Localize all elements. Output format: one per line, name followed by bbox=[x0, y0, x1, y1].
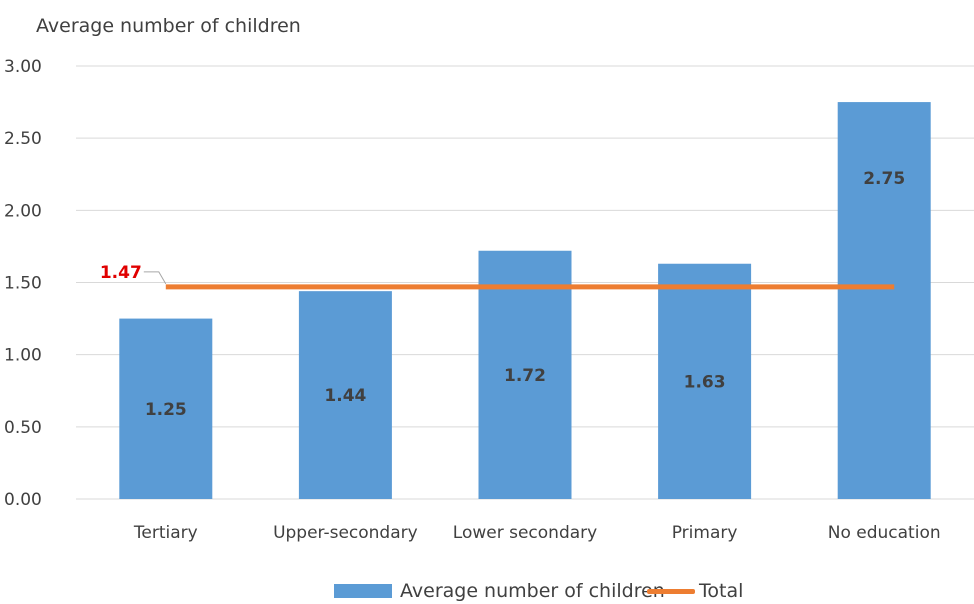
bar-data-label: 1.72 bbox=[504, 366, 546, 386]
y-tick-label: 2.00 bbox=[4, 201, 42, 221]
bar-data-label: 1.63 bbox=[684, 372, 726, 392]
legend-swatch-line bbox=[647, 588, 695, 594]
bar bbox=[658, 263, 752, 499]
bar-data-labels: 1.25 1.44 1.72 1.63 2.75 bbox=[145, 169, 905, 420]
y-tick-label: 1.50 bbox=[4, 274, 42, 294]
legend-item-line: Total bbox=[647, 580, 743, 602]
y-axis-title: Average number of children bbox=[36, 15, 301, 37]
bar-data-label: 1.44 bbox=[324, 386, 366, 406]
legend: Average number of children Total bbox=[0, 580, 974, 604]
y-tick-label: 0.00 bbox=[4, 490, 42, 510]
legend-item-bar: Average number of children bbox=[334, 580, 665, 602]
y-tick-label: 0.50 bbox=[4, 418, 42, 438]
y-tick-label: 1.00 bbox=[4, 346, 42, 366]
x-tick-label: Primary bbox=[672, 523, 738, 543]
x-tick-label: Lower secondary bbox=[453, 523, 597, 543]
bar bbox=[119, 318, 213, 499]
x-tick-label: No education bbox=[828, 523, 941, 543]
bar-series bbox=[119, 102, 931, 499]
y-tick-label: 2.50 bbox=[4, 129, 42, 149]
total-data-label: 1.47 bbox=[100, 263, 142, 283]
x-axis-ticks: Tertiary Upper-secondary Lower secondary Pr… bbox=[133, 523, 941, 543]
legend-label-line: Total bbox=[699, 580, 744, 602]
chart-plot: 0.00 0.50 1.00 1.50 2.00 2.50 3.00 1.25 1.44 1.7… bbox=[4, 57, 974, 543]
legend-label-bar: Average number of children bbox=[400, 580, 665, 602]
x-tick-label: Tertiary bbox=[133, 523, 198, 543]
bar-data-label: 1.25 bbox=[145, 400, 187, 420]
legend-swatch-bar bbox=[334, 584, 392, 598]
y-tick-label: 3.00 bbox=[4, 57, 42, 77]
bar bbox=[837, 102, 931, 499]
bar bbox=[298, 291, 392, 499]
y-axis-ticks: 0.00 0.50 1.00 1.50 2.00 2.50 3.00 bbox=[4, 57, 42, 510]
bar bbox=[478, 250, 572, 499]
x-tick-label: Upper-secondary bbox=[273, 523, 418, 543]
total-label-leader bbox=[143, 271, 167, 285]
bar-data-label: 2.75 bbox=[863, 169, 905, 189]
total-line-series: 1.47 bbox=[100, 263, 895, 290]
